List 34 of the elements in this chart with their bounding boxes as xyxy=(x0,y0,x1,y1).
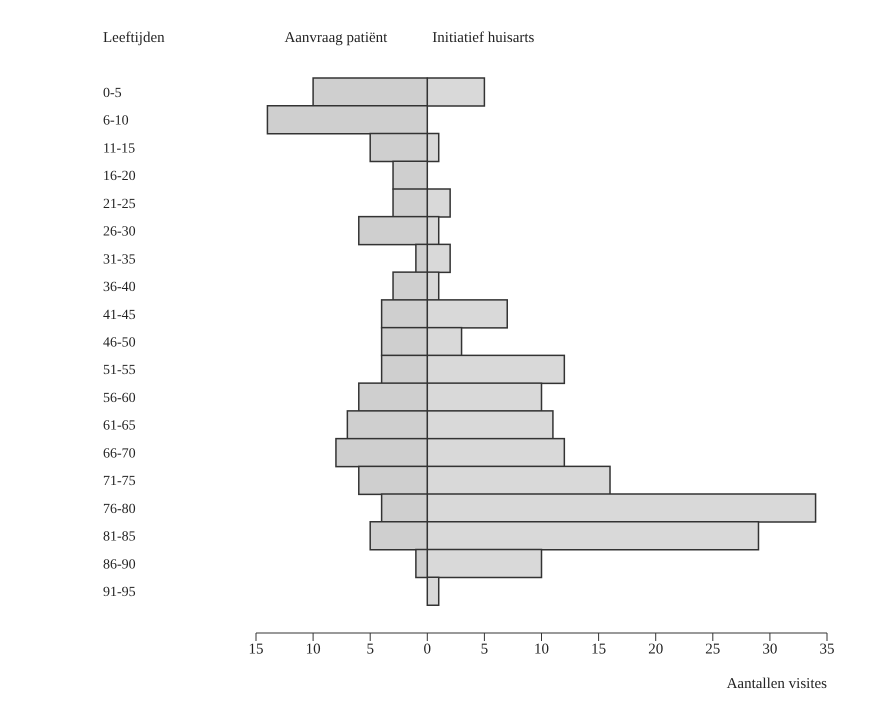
x-axis-title: Aantallen visites xyxy=(726,676,828,692)
y-tick-label: 56-60 xyxy=(103,390,136,406)
x-tick-label: 10 xyxy=(306,642,321,658)
text: Aanvraag patiënt xyxy=(284,30,388,47)
x-tick-label: 30 xyxy=(762,642,778,658)
x-tick-label: 25 xyxy=(705,642,720,658)
x-tick-label: 15 xyxy=(591,642,606,658)
y-tick-label: 31-35 xyxy=(103,252,136,268)
y-tick-label: 21-25 xyxy=(103,196,136,212)
x-tick-label: 5 xyxy=(480,642,488,658)
y-tick-label: 36-40 xyxy=(103,280,136,296)
y-tick-label: 61-65 xyxy=(103,418,136,434)
x-tick-label: 10 xyxy=(534,642,549,658)
x-tick-label: 20 xyxy=(648,642,664,658)
y-tick-label: 76-80 xyxy=(103,502,136,517)
x-tick-label: 15 xyxy=(248,642,264,658)
y-tick-label: 16-20 xyxy=(103,169,136,184)
y-tick-label: 6-10 xyxy=(103,114,129,129)
y-tick-label: 26-30 xyxy=(103,224,136,240)
y-tick-label: 46-50 xyxy=(103,336,136,350)
y-tick-label: 11-15 xyxy=(103,141,136,156)
x-tick-label: 5 xyxy=(366,642,374,658)
x-tick-label: 0 xyxy=(424,642,432,658)
y-tick-label: 86-90 xyxy=(103,557,136,572)
y-tick-label: 41-45 xyxy=(103,308,136,323)
y-tick-label: 71-75 xyxy=(103,474,136,490)
y-axis-title: Leeftijden xyxy=(103,30,165,47)
x-tick-label: 35 xyxy=(820,642,834,658)
y-tick-label: 66-70 xyxy=(103,446,136,462)
text: Initiatief huisarts xyxy=(432,30,534,47)
y-tick-label: 51-55 xyxy=(103,363,136,378)
y-tick-label: 81-85 xyxy=(103,530,136,545)
y-tick-label: 0-5 xyxy=(103,86,122,101)
y-tick-label: 91-95 xyxy=(103,585,136,600)
